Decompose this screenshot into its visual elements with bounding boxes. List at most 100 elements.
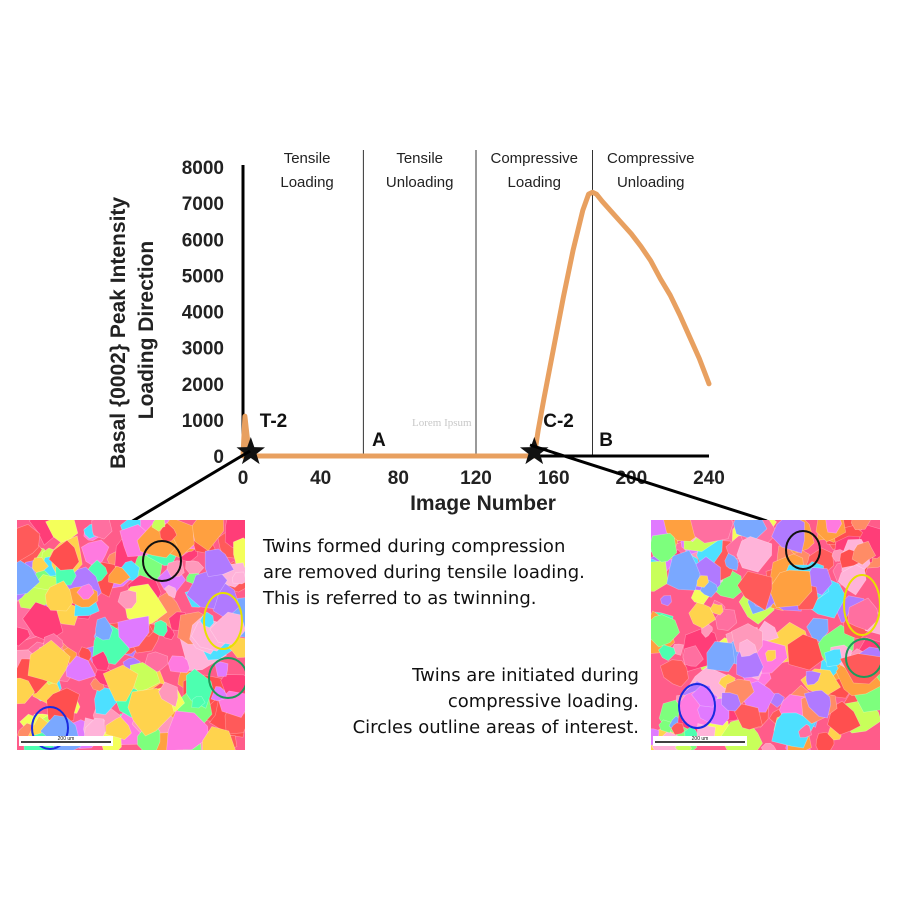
- connector-right: [529, 443, 768, 523]
- grain: [17, 523, 41, 563]
- grain: [17, 677, 35, 705]
- grain: [191, 696, 206, 709]
- data-point: [319, 454, 322, 458]
- grain: [696, 575, 709, 588]
- marker-label: C-2: [543, 411, 574, 432]
- connector-lines: [130, 443, 768, 524]
- grain: [715, 608, 738, 631]
- grain: [95, 616, 113, 641]
- y-axis-title: Basal {0002} Peak Intensity Loading Dire…: [107, 191, 158, 469]
- x-tick-label: 240: [693, 468, 725, 489]
- grain: [659, 659, 689, 688]
- grain: [825, 520, 843, 534]
- y-tick-label: 4000: [182, 303, 224, 324]
- grain: [159, 522, 178, 543]
- grain: [231, 571, 245, 585]
- phase-label: Compressive: [607, 150, 695, 167]
- grain: [771, 520, 805, 554]
- grain: [827, 700, 861, 736]
- grain: [666, 550, 701, 591]
- data-point: [630, 232, 633, 236]
- data-point: [536, 429, 540, 432]
- area-of-interest-circle: [845, 638, 880, 678]
- marker-label: T-2: [260, 411, 287, 432]
- data-point: [639, 245, 643, 248]
- caption-left-line: are removed during tensile loading.: [263, 562, 585, 583]
- data-point: [513, 454, 517, 458]
- caption-right-line: Twins are initiated during: [411, 665, 639, 686]
- grain: [765, 649, 777, 662]
- data-point: [587, 192, 590, 196]
- micrograph-right: 200 um: [651, 520, 880, 750]
- area-of-interest-circle: [843, 574, 880, 636]
- y-axis-title-line-1: Basal {0002} Peak Intensity: [107, 197, 130, 469]
- phase-label: Tensile: [396, 150, 443, 167]
- grain: [91, 520, 113, 540]
- data-point: [581, 209, 584, 212]
- scale-bar-label: 200 um: [58, 736, 75, 742]
- y-tick-label: 6000: [182, 230, 224, 251]
- point-label: A: [372, 430, 386, 451]
- y-tick-label: 0: [213, 447, 224, 468]
- grain: [164, 584, 177, 599]
- grain: [224, 520, 245, 549]
- grain: [851, 540, 877, 566]
- grain: [739, 638, 758, 658]
- grain: [17, 626, 31, 647]
- grain: [117, 589, 137, 610]
- grain: [721, 692, 742, 712]
- data-point: [358, 454, 361, 458]
- y-tick-label: 8000: [182, 158, 224, 179]
- grain: [733, 703, 763, 730]
- area-of-interest-circle: [785, 530, 821, 570]
- data-point: [610, 210, 614, 214]
- grain: [663, 520, 702, 542]
- y-tick-labels: 0 1000 2000 3000 4000 5000 6000 7000 8000: [182, 158, 224, 468]
- area-of-interest-circle: [142, 540, 182, 582]
- grain: [27, 639, 71, 685]
- connector-left: [130, 449, 251, 524]
- point-label: B: [599, 430, 613, 451]
- data-point: [571, 248, 575, 252]
- grain: [682, 645, 704, 667]
- series-layer: [240, 189, 712, 459]
- data-point: [688, 335, 691, 338]
- grain: [798, 723, 812, 738]
- grain: [91, 650, 110, 671]
- grain: [847, 597, 880, 631]
- data-point: [542, 397, 546, 400]
- grain: [214, 661, 229, 677]
- y-tick-label: 1000: [182, 411, 224, 432]
- grain: [117, 615, 150, 649]
- data-point: [280, 454, 284, 458]
- area-of-interest-circle: [203, 592, 243, 650]
- grain: [202, 726, 236, 750]
- data-point: [698, 357, 701, 360]
- grain: [758, 620, 779, 642]
- grain: [690, 520, 734, 544]
- grain: [48, 539, 80, 571]
- data-point: [591, 191, 594, 194]
- data-point: [668, 294, 672, 297]
- x-tick-label: 80: [388, 468, 409, 489]
- caption-right: Twins are initiated during compressive l…: [353, 665, 639, 738]
- grain: [102, 664, 139, 702]
- data-point: [552, 346, 555, 349]
- data-point: [595, 192, 598, 196]
- grain: [153, 619, 168, 637]
- grain: [658, 644, 676, 661]
- grain: [151, 520, 166, 532]
- grain: [17, 560, 41, 596]
- grain: [44, 580, 74, 612]
- x-tick-labels: 04080120160200240: [238, 468, 725, 489]
- phase-label: Unloading: [617, 174, 685, 191]
- caption-left-line: Twins formed during compression: [262, 536, 565, 557]
- grain: [850, 520, 871, 531]
- grain: [651, 532, 678, 563]
- grain: [724, 552, 739, 571]
- caption-left-line: This is referred to as twinning.: [262, 588, 536, 609]
- grain: [204, 548, 235, 578]
- data-point: [435, 454, 439, 458]
- star-marker: [236, 437, 265, 465]
